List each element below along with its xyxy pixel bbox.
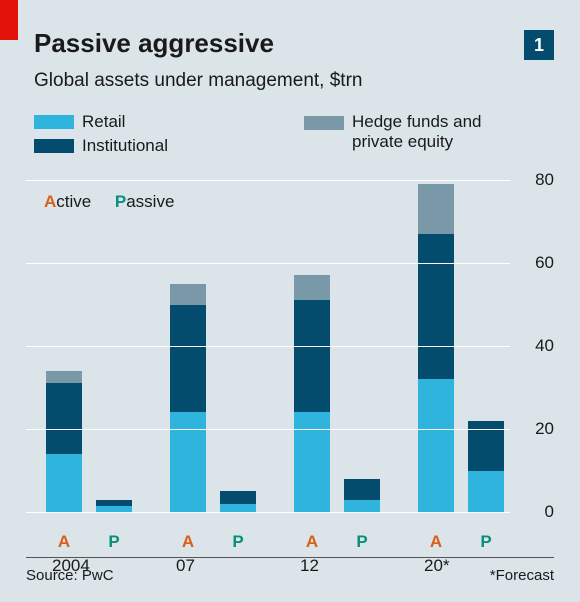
forecast-note: *Forecast: [490, 567, 554, 584]
legend-label-retail: Retail: [82, 112, 125, 132]
legend-label-institutional: Institutional: [82, 136, 168, 156]
chart-subtitle: Global assets under management, $trn: [34, 70, 362, 92]
legend-swatch-hedge-pe: [304, 116, 344, 130]
x-year-label: 12: [300, 556, 319, 576]
bar-segment-retail: [170, 412, 206, 512]
x-ap-label: A: [170, 532, 206, 552]
x-ap-label: A: [294, 532, 330, 552]
x-ap-label: P: [344, 532, 380, 552]
bar-segment-institutional: [96, 500, 132, 506]
grid-line: [26, 263, 510, 264]
y-tick-label: 60: [518, 253, 554, 273]
x-year-label: 2004: [52, 556, 90, 576]
y-tick-label: 0: [518, 502, 554, 522]
legend-item-hedge-pe: Hedge funds and private equity: [304, 112, 544, 153]
bar-segment-institutional: [294, 300, 330, 412]
bar-segment-retail: [418, 379, 454, 512]
grid-line: [26, 346, 510, 347]
bar-segment-retail: [294, 412, 330, 512]
bar-segment-institutional: [170, 305, 206, 413]
bar-segment-hedge_pe: [294, 275, 330, 300]
bar-segment-retail: [46, 454, 82, 512]
x-year-label: 07: [176, 556, 195, 576]
x-year-label: 20*: [424, 556, 450, 576]
plot-area: 020406080: [26, 180, 554, 512]
bar-segment-institutional: [418, 234, 454, 379]
legend-hedge-line2: private equity: [352, 132, 453, 151]
x-ap-label: A: [46, 532, 82, 552]
x-ap-label: P: [220, 532, 256, 552]
bar-segment-institutional: [220, 491, 256, 503]
grid-line: [26, 512, 510, 513]
chart-container: 1 Passive aggressive Global assets under…: [0, 0, 580, 602]
y-tick-label: 80: [518, 170, 554, 190]
bar-segment-retail: [344, 500, 380, 512]
bar-segment-institutional: [46, 383, 82, 454]
bar-segment-hedge_pe: [418, 184, 454, 234]
grid-line: [26, 180, 510, 181]
bar-segment-hedge_pe: [46, 371, 82, 383]
bar-segment-institutional: [344, 479, 380, 500]
legend-label-hedge-pe: Hedge funds and private equity: [352, 112, 482, 153]
legend-item-institutional: Institutional: [34, 136, 168, 156]
x-ap-label: P: [468, 532, 504, 552]
x-ap-label: P: [96, 532, 132, 552]
legend-swatch-retail: [34, 115, 74, 129]
legend-hedge-line1: Hedge funds and: [352, 112, 482, 131]
grid-line: [26, 429, 510, 430]
bar-segment-retail: [220, 504, 256, 512]
footer-divider: [26, 557, 554, 558]
y-tick-label: 20: [518, 419, 554, 439]
bar-segment-hedge_pe: [170, 284, 206, 305]
legend-swatch-institutional: [34, 139, 74, 153]
y-tick-label: 40: [518, 336, 554, 356]
legend-item-retail: Retail: [34, 112, 168, 132]
legend: Retail Institutional Hedge funds and pri…: [34, 112, 554, 160]
x-ap-label: A: [418, 532, 454, 552]
bar-segment-retail: [468, 471, 504, 513]
chart-title: Passive aggressive: [34, 28, 274, 59]
chart-number-badge: 1: [524, 30, 554, 60]
red-accent-tab: [0, 0, 18, 40]
